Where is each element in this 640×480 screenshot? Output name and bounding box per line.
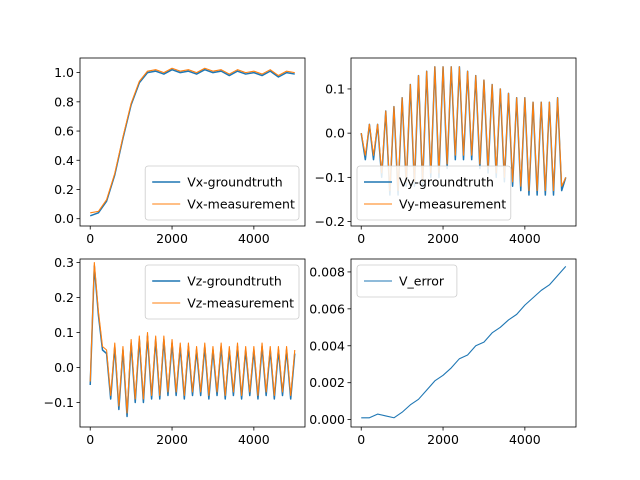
legend-entry: Vz-measurement (187, 296, 294, 311)
legend-frame (356, 165, 512, 221)
y-tick-label: 0.3 (54, 255, 74, 270)
legend-frame (144, 165, 300, 221)
y-tick-label: 0.004 (309, 338, 345, 353)
x-tick-label: 2000 (156, 231, 188, 246)
x-tick-label: 4000 (238, 432, 270, 447)
subplot-2: 0 2000 4000−0.2−0.10.00.1Vy-groundtruthVy-… (315, 57, 577, 246)
axes-frame (350, 258, 577, 428)
y-tick-label: 0.8 (54, 94, 74, 109)
series-line-2 (360, 66, 567, 192)
legend: Vx-groundtruth Vx-measurement (144, 165, 300, 221)
series-line-2 (89, 261, 296, 414)
x-tick-label: 4000 (509, 432, 541, 447)
y-tick-label: 0.002 (309, 375, 345, 390)
legend: Vz-groundtruth Vz-measurement (144, 264, 300, 320)
legend-entry: Vx-measurement (187, 197, 295, 212)
legend-entry: Vx-groundtruth (187, 175, 282, 190)
series-line-1 (361, 266, 567, 419)
series-line-2 (90, 67, 295, 214)
y-tick-label: 0.0 (325, 126, 345, 141)
legend-entry: Vy-groundtruth (399, 175, 494, 190)
y-tick-label: 0.6 (54, 124, 74, 139)
subplot-1: 0 2000 4000 0.0 0.2 0.4 0.6 0.8 1.0 Vx-groundtrut… (54, 57, 306, 246)
x-tick-label: 0 (86, 432, 94, 447)
x-tick-label: 0 (86, 231, 94, 246)
y-tick-label: −0.1 (315, 170, 345, 185)
legend-frame (144, 264, 300, 320)
y-tick-label: 0.1 (325, 81, 345, 96)
subplot-3: 0 2000 4000−0.10.00.10.20.3Vz-groundtruthV… (44, 255, 306, 447)
legend: Vy-groundtruth Vy-measurement (356, 165, 512, 221)
axes-frame (350, 57, 577, 227)
legend-frame (356, 264, 458, 298)
y-tick-label: 0.1 (54, 325, 74, 340)
x-tick-label: 2000 (427, 231, 459, 246)
y-tick-label: 0.008 (309, 264, 345, 279)
legend-entry: Vy-measurement (399, 197, 506, 212)
x-tick-label: 4000 (238, 231, 270, 246)
y-tick-label: 1.0 (54, 65, 74, 80)
axes-frame (79, 57, 306, 227)
subplot-4: 0 2000 4000 0.000 0.002 0.004 0.006 0.008 V_erro… (309, 258, 577, 447)
x-tick-label: 2000 (427, 432, 459, 447)
y-tick-label: 0.0 (54, 360, 74, 375)
y-tick-label: 0.2 (54, 182, 74, 197)
x-tick-label: 4000 (509, 231, 541, 246)
x-tick-label: 2000 (156, 432, 188, 447)
y-tick-label: 0.2 (54, 290, 74, 305)
axes-frame (79, 258, 306, 428)
y-tick-label: 0.4 (54, 153, 74, 168)
y-tick-label: 0.000 (309, 412, 345, 427)
legend-entry: Vz-groundtruth (187, 274, 282, 289)
x-tick-label: 0 (357, 231, 365, 246)
y-tick-label: −0.1 (44, 395, 74, 410)
legend: V_error (356, 264, 458, 298)
x-tick-label: 0 (357, 432, 365, 447)
legend-entry: V_error (399, 274, 445, 289)
y-tick-label: 0.0 (54, 211, 74, 226)
y-tick-label: 0.006 (309, 301, 345, 316)
y-tick-label: −0.2 (315, 214, 345, 229)
